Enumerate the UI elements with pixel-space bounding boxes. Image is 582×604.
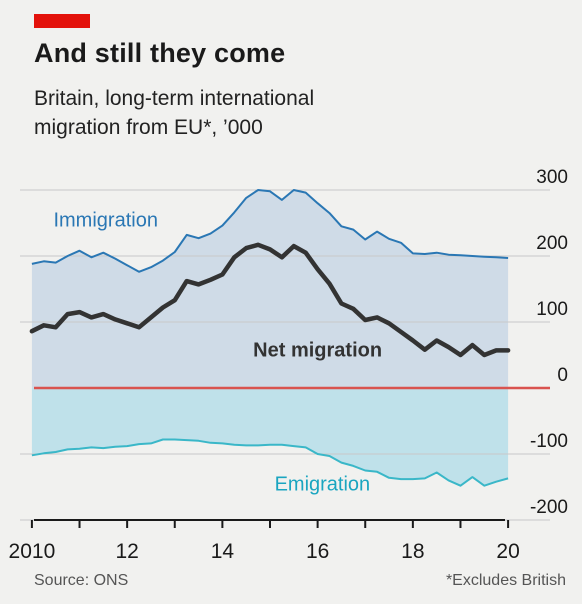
- x-tick-label: 20: [496, 540, 519, 563]
- immigration-line: [31, 189, 509, 273]
- y-tick-label: -200: [530, 497, 568, 518]
- y-tick-label: 0: [557, 365, 568, 386]
- subtitle-line-2: migration from EU*, ’000: [34, 116, 263, 139]
- x-tick-label: 14: [211, 540, 235, 563]
- series-label-net-migration: Net migration: [253, 339, 382, 361]
- x-tick-label: 16: [306, 540, 329, 563]
- x-tick-label: 12: [115, 540, 138, 563]
- series-label-emigration: Emigration: [275, 473, 371, 495]
- net-migration-line: [29, 242, 511, 358]
- x-tick-label: 2010: [9, 540, 56, 563]
- footnote: *Excludes British: [445, 572, 566, 589]
- chart-subtitle: Britain, long-term international migrati…: [34, 84, 454, 142]
- y-tick-label: 100: [536, 299, 568, 320]
- chart-title: And still they come: [34, 38, 286, 68]
- emigration-area: [31, 388, 509, 486]
- emigration-line: [31, 438, 509, 487]
- subtitle-line-1: Britain, long-term international: [34, 87, 315, 110]
- y-tick-label: 300: [536, 167, 568, 188]
- accent-bar: [34, 14, 90, 28]
- x-tick-label: 18: [401, 540, 424, 563]
- source-note: Source: ONS: [34, 572, 129, 589]
- series-label-immigration: Immigration: [53, 209, 157, 231]
- y-tick-label: 200: [536, 233, 568, 254]
- y-tick-label: -100: [530, 431, 568, 452]
